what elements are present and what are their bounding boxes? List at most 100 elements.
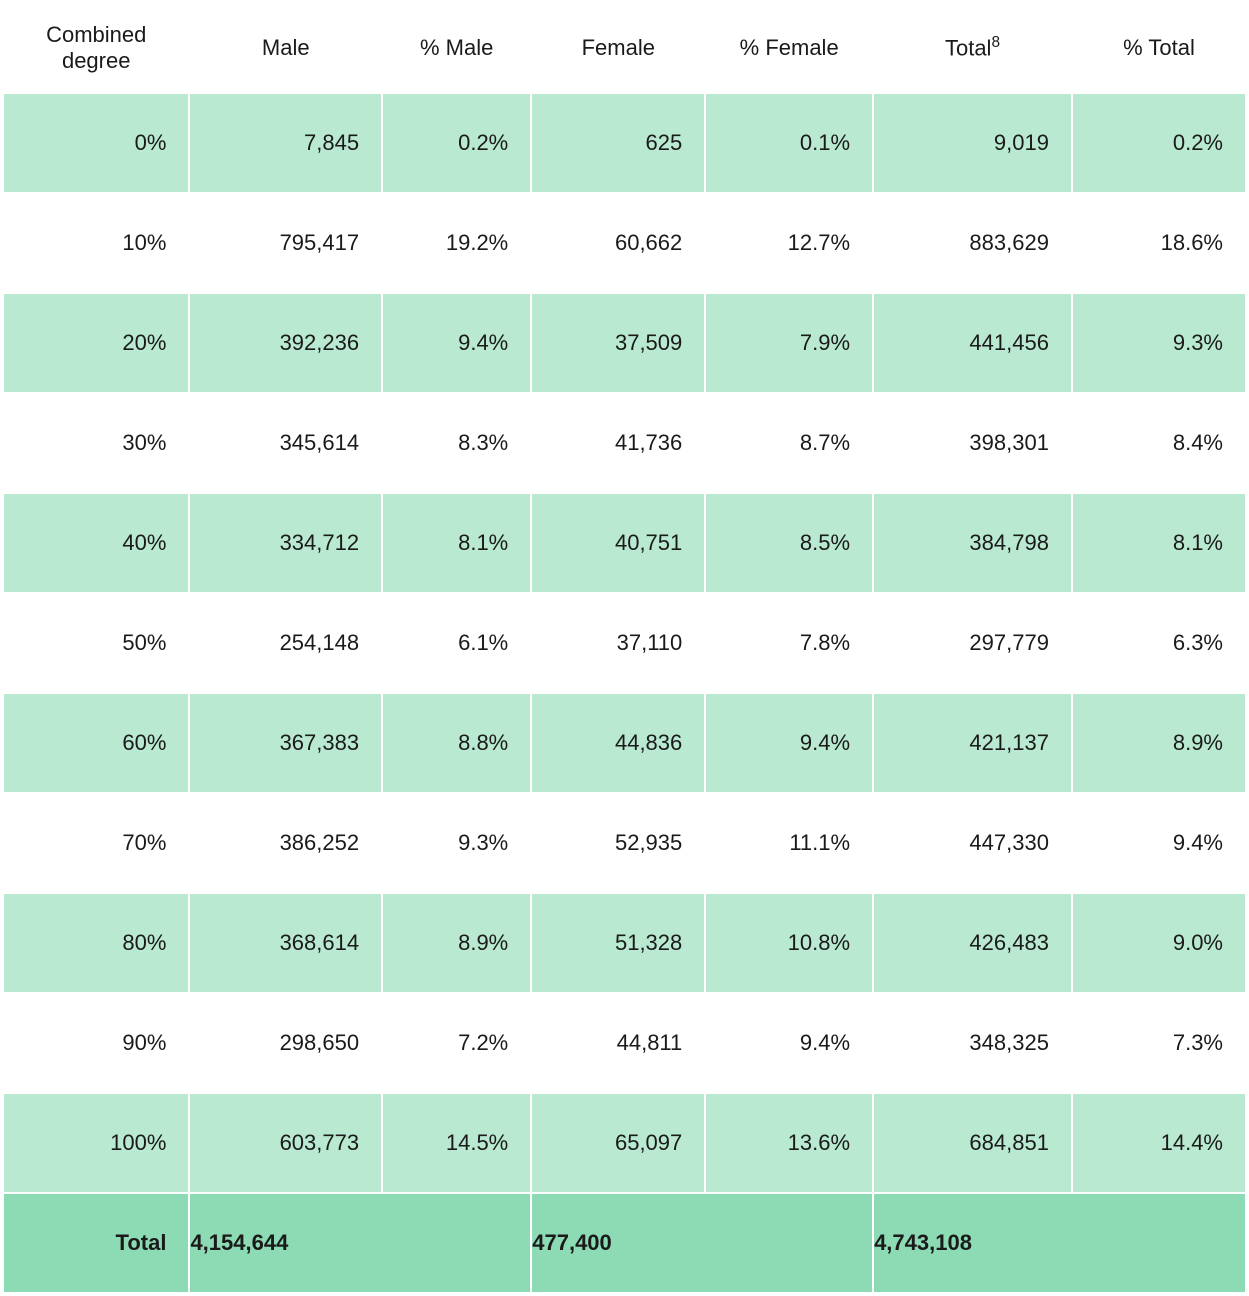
table-cell: 603,773 xyxy=(189,1093,382,1193)
table-cell: 52,935 xyxy=(531,793,705,893)
table-cell: 7.3% xyxy=(1072,993,1246,1093)
table-cell: 37,110 xyxy=(531,593,705,693)
col-header-combined-degree: Combined degree xyxy=(3,3,189,93)
footer-total: 4,743,108 xyxy=(873,1193,1246,1293)
table-cell: 11.1% xyxy=(705,793,873,893)
table-cell: 0% xyxy=(3,93,189,193)
table-cell: 9.4% xyxy=(705,693,873,793)
table-cell: 14.5% xyxy=(382,1093,531,1193)
table-cell: 8.9% xyxy=(382,893,531,993)
table-header: Combined degree Male % Male Female % Fem… xyxy=(3,3,1246,93)
table-cell: 426,483 xyxy=(873,893,1072,993)
table-cell: 40% xyxy=(3,493,189,593)
table-cell: 298,650 xyxy=(189,993,382,1093)
table-cell: 65,097 xyxy=(531,1093,705,1193)
col-header-total: Total8 xyxy=(873,3,1072,93)
table-cell: 368,614 xyxy=(189,893,382,993)
table-cell: 40,751 xyxy=(531,493,705,593)
table-cell: 0.2% xyxy=(1072,93,1246,193)
table-cell: 30% xyxy=(3,393,189,493)
table-cell: 12.7% xyxy=(705,193,873,293)
data-table: Combined degree Male % Male Female % Fem… xyxy=(2,2,1247,1294)
table-row: 20%392,2369.4%37,5097.9%441,4569.3% xyxy=(3,293,1246,393)
table-row: 50%254,1486.1%37,1107.8%297,7796.3% xyxy=(3,593,1246,693)
table-cell: 7.8% xyxy=(705,593,873,693)
table-cell: 8.5% xyxy=(705,493,873,593)
table-row: 60%367,3838.8%44,8369.4%421,1378.9% xyxy=(3,693,1246,793)
table-cell: 18.6% xyxy=(1072,193,1246,293)
table-cell: 44,811 xyxy=(531,993,705,1093)
table-cell: 20% xyxy=(3,293,189,393)
table-cell: 625 xyxy=(531,93,705,193)
table-cell: 44,836 xyxy=(531,693,705,793)
table-cell: 19.2% xyxy=(382,193,531,293)
table-cell: 9.4% xyxy=(705,993,873,1093)
table-cell: 367,383 xyxy=(189,693,382,793)
table-cell: 8.4% xyxy=(1072,393,1246,493)
table-cell: 8.1% xyxy=(382,493,531,593)
table-row: 40%334,7128.1%40,7518.5%384,7988.1% xyxy=(3,493,1246,593)
table-cell: 297,779 xyxy=(873,593,1072,693)
table-row: 90%298,6507.2%44,8119.4%348,3257.3% xyxy=(3,993,1246,1093)
table-row: 80%368,6148.9%51,32810.8%426,4839.0% xyxy=(3,893,1246,993)
table-cell: 334,712 xyxy=(189,493,382,593)
table-cell: 684,851 xyxy=(873,1093,1072,1193)
table-cell: 50% xyxy=(3,593,189,693)
table-cell: 10.8% xyxy=(705,893,873,993)
table-cell: 70% xyxy=(3,793,189,893)
table-cell: 9.4% xyxy=(1072,793,1246,893)
table-cell: 7.9% xyxy=(705,293,873,393)
table-cell: 7,845 xyxy=(189,93,382,193)
table-body: 0%7,8450.2%6250.1%9,0190.2%10%795,41719.… xyxy=(3,93,1246,1193)
table-cell: 9,019 xyxy=(873,93,1072,193)
table-cell: 9.0% xyxy=(1072,893,1246,993)
table-cell: 795,417 xyxy=(189,193,382,293)
col-header-pct-total: % Total xyxy=(1072,3,1246,93)
table-row: 100%603,77314.5%65,09713.6%684,85114.4% xyxy=(3,1093,1246,1193)
table-cell: 13.6% xyxy=(705,1093,873,1193)
col-header-pct-male: % Male xyxy=(382,3,531,93)
table-row: 70%386,2529.3%52,93511.1%447,3309.4% xyxy=(3,793,1246,893)
table-cell: 8.8% xyxy=(382,693,531,793)
table-row: 10%795,41719.2%60,66212.7%883,62918.6% xyxy=(3,193,1246,293)
table-cell: 398,301 xyxy=(873,393,1072,493)
col-header-pct-female: % Female xyxy=(705,3,873,93)
table-cell: 9.3% xyxy=(1072,293,1246,393)
table-cell: 10% xyxy=(3,193,189,293)
table-cell: 9.3% xyxy=(382,793,531,893)
table-cell: 441,456 xyxy=(873,293,1072,393)
table-cell: 9.4% xyxy=(382,293,531,393)
table-cell: 80% xyxy=(3,893,189,993)
table-cell: 100% xyxy=(3,1093,189,1193)
footer-label: Total xyxy=(3,1193,189,1293)
table-cell: 41,736 xyxy=(531,393,705,493)
table-cell: 0.2% xyxy=(382,93,531,193)
table-footer: Total 4,154,644 477,400 4,743,108 xyxy=(3,1193,1246,1293)
table-cell: 7.2% xyxy=(382,993,531,1093)
table-cell: 6.3% xyxy=(1072,593,1246,693)
table-cell: 37,509 xyxy=(531,293,705,393)
table-cell: 0.1% xyxy=(705,93,873,193)
table-cell: 8.3% xyxy=(382,393,531,493)
table-cell: 8.1% xyxy=(1072,493,1246,593)
table-cell: 392,236 xyxy=(189,293,382,393)
table-cell: 60% xyxy=(3,693,189,793)
table-cell: 51,328 xyxy=(531,893,705,993)
footer-male-total: 4,154,644 xyxy=(189,1193,531,1293)
table-cell: 90% xyxy=(3,993,189,1093)
footer-female-total: 477,400 xyxy=(531,1193,873,1293)
table-cell: 345,614 xyxy=(189,393,382,493)
table-cell: 8.7% xyxy=(705,393,873,493)
table-row: 0%7,8450.2%6250.1%9,0190.2% xyxy=(3,93,1246,193)
table-cell: 60,662 xyxy=(531,193,705,293)
col-header-female: Female xyxy=(531,3,705,93)
table-cell: 883,629 xyxy=(873,193,1072,293)
table-cell: 8.9% xyxy=(1072,693,1246,793)
table-cell: 447,330 xyxy=(873,793,1072,893)
col-header-male: Male xyxy=(189,3,382,93)
table-cell: 348,325 xyxy=(873,993,1072,1093)
table-cell: 384,798 xyxy=(873,493,1072,593)
table-cell: 6.1% xyxy=(382,593,531,693)
table-cell: 421,137 xyxy=(873,693,1072,793)
table-cell: 386,252 xyxy=(189,793,382,893)
